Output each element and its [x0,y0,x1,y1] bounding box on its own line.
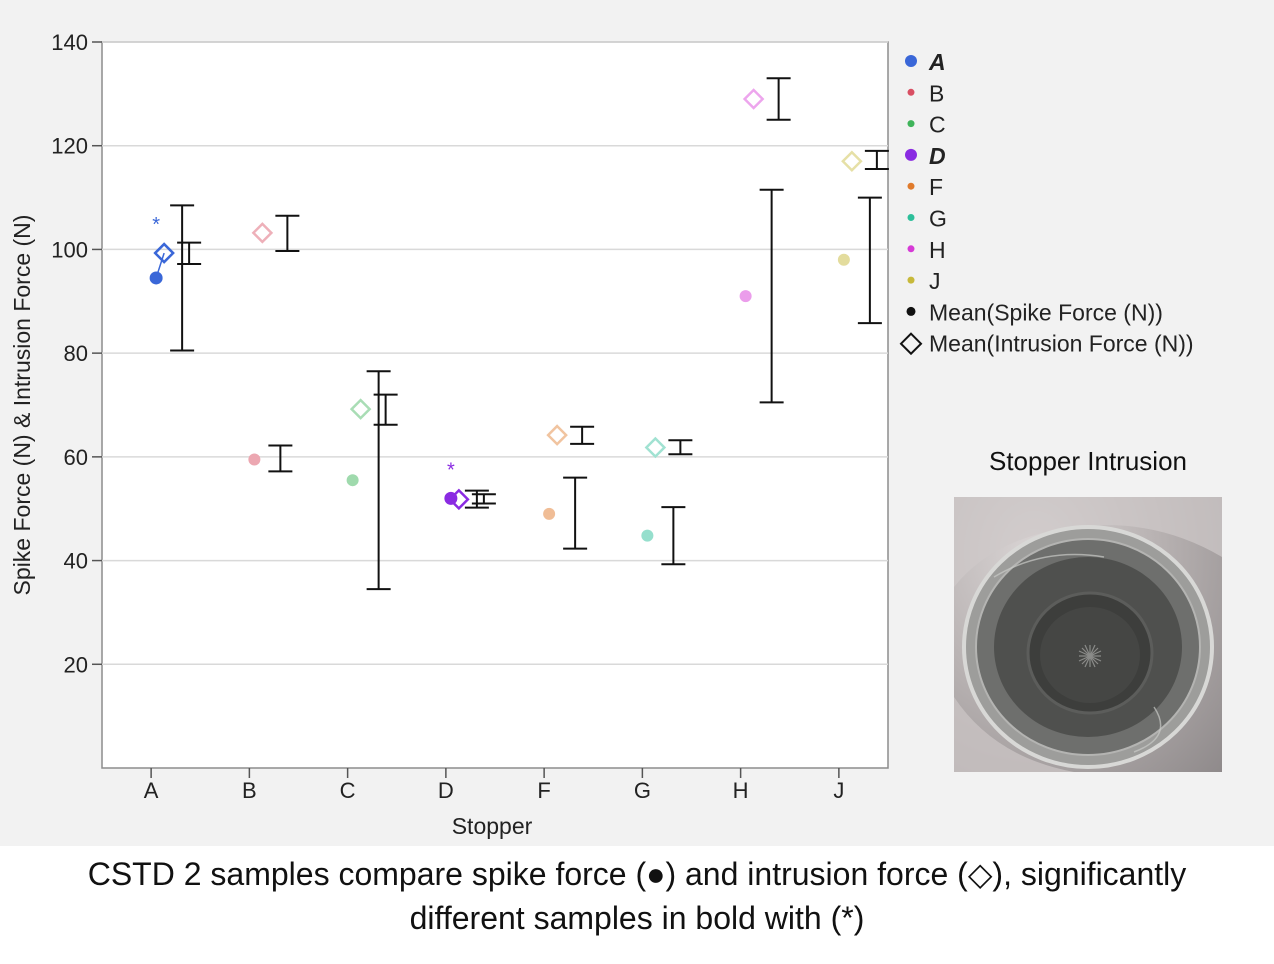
legend-marker-mean-spike [906,306,916,316]
legend-label-H: H [929,237,946,263]
spike-force-point-G [641,529,654,542]
legend-marker-H [907,245,915,253]
intrusion-force-ci-A [177,241,202,265]
legend-label-G: G [929,206,947,232]
legend-label-B: B [929,80,944,106]
legend-marker-C [907,120,915,128]
intrusion-force-ci-D [471,493,496,505]
x-axis-label: Stopper [452,813,533,839]
y-tick-label: 100 [51,237,88,262]
legend-marker-A [905,55,917,67]
x-tick-label: J [833,778,844,803]
intrusion-force-ci-J [864,149,889,171]
data-marks: ** [149,77,889,591]
intrusion-force-point-D [448,488,470,511]
connector-A [155,252,165,279]
y-tick-label: 140 [51,30,88,55]
legend-label-mean-spike: Mean(Spike Force (N)) [929,299,1163,325]
legend-marker-F [907,182,915,190]
spike-force-point-H [739,290,752,303]
legend-label-C: C [929,112,946,138]
intrusion-force-point-A [153,242,175,264]
intrusion-force-point-B [251,222,274,244]
intrusion-force-ci-H [766,77,791,121]
intrusion-force-point-J [841,150,863,173]
x-tick-label: F [537,778,550,803]
spike-force-point-F [543,507,556,520]
y-tick-label: 40 [64,549,88,574]
x-tick-label: H [733,778,749,803]
inset-title: Stopper Intrusion [988,446,1187,476]
legend-marker-D [905,148,917,161]
legend-label-F: F [929,174,943,200]
y-tick-label: 60 [64,445,88,470]
legend-marker-mean-intrusion [899,332,923,356]
y-tick-label: 120 [51,134,88,159]
intrusion-force-ci-C [373,393,398,426]
spike-force-ci-G [661,506,686,566]
legend-label-mean-intrusion: Mean(Intrusion Force (N)) [929,331,1194,357]
x-tick-label: D [438,778,454,803]
intrusion-force-point-F [546,424,568,446]
intrusion-force-point-G [644,436,667,459]
caption-line-2: different samples in bold with (*) [409,900,865,936]
significance-star-D: * [447,459,455,481]
x-tick-label: G [634,778,651,803]
x-tick-label: B [242,778,257,803]
spike-force-ci-H [759,188,784,404]
stopper-intrusion-photo [954,497,1222,772]
significance-star-A: * [152,214,160,236]
caption-line-1: CSTD 2 samples compare spike force (●) a… [87,856,1187,892]
spike-force-ci-A [170,204,195,352]
spike-force-point-C [346,474,359,487]
spike-force-point-J [837,253,850,266]
x-tick-label: A [144,778,159,803]
y-tick-label: 20 [64,652,88,677]
legend-label-J: J [929,268,941,294]
intrusion-force-point-H [742,88,765,110]
y-axis-label: Spike Force (N) & Intrusion Force (N) [9,215,35,596]
figure-caption: CSTD 2 samples compare spike force (●) a… [0,852,1274,940]
legend-label-D: D [929,143,946,169]
legend-marker-B [907,88,915,96]
plot-area [101,41,889,769]
intrusion-force-ci-B [275,214,300,252]
stopper-photo-illustration [954,497,1222,772]
spike-force-point-B [248,453,261,466]
x-tick-label: C [340,778,356,803]
spike-force-ci-C [366,370,391,591]
spike-force-ci-J [857,196,882,325]
legend-marker-J [907,276,915,284]
intrusion-force-ci-F [570,425,595,445]
legend-marker-G [907,214,915,221]
intrusion-force-point-C [349,398,372,420]
spike-force-ci-B [268,444,293,473]
y-axis-ticks: 20 40 60 80 100 120 140 [51,30,102,677]
intrusion-force-ci-G [668,439,693,456]
spike-force-ci-F [563,476,588,550]
grid-lines [102,41,888,666]
y-tick-label: 80 [64,341,88,366]
legend-label-A: A [928,49,946,75]
